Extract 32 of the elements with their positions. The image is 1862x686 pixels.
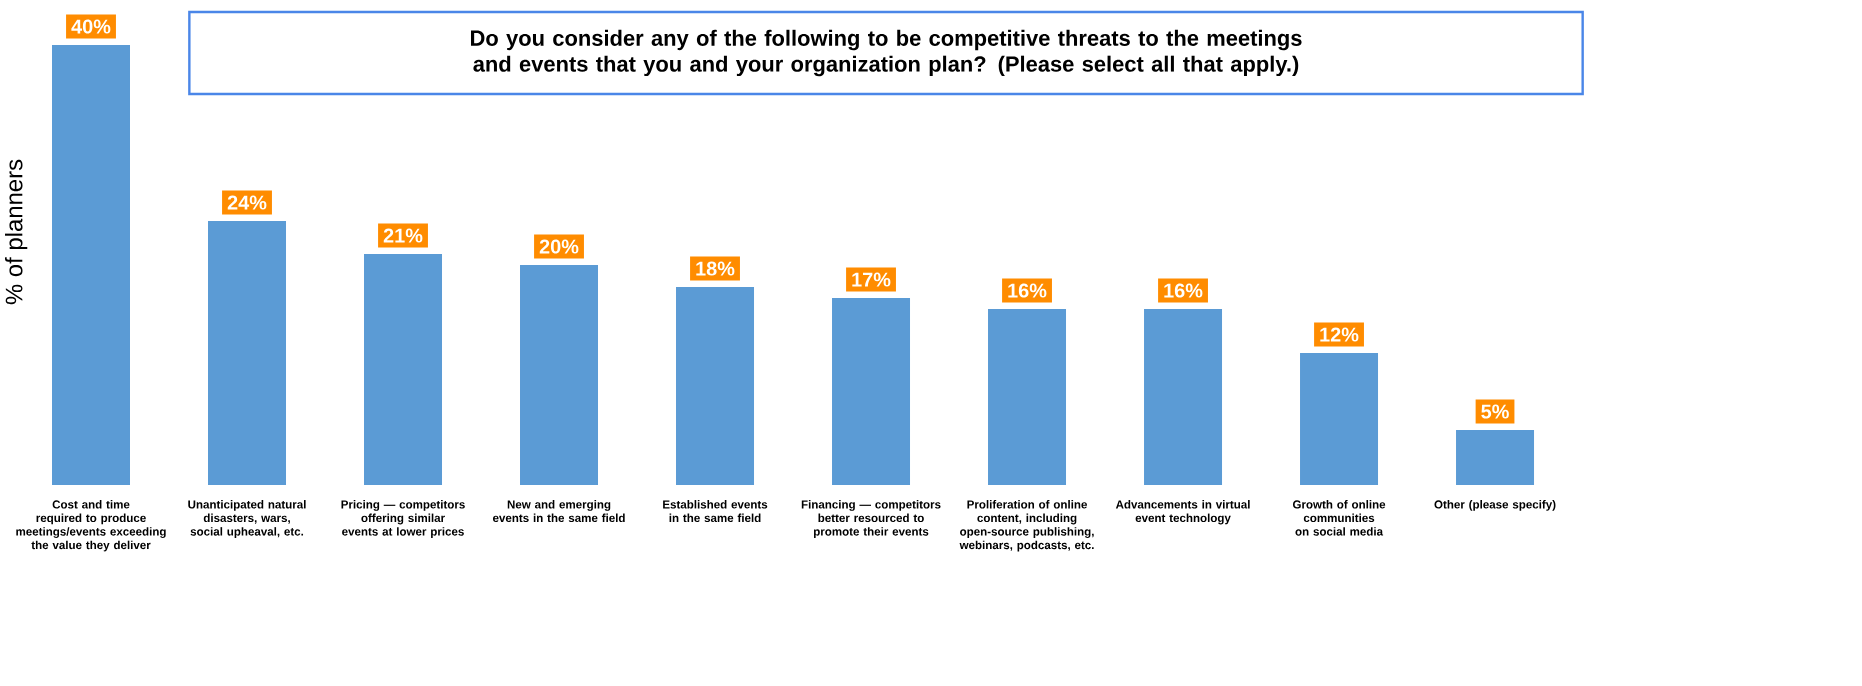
- bar: [1456, 430, 1535, 485]
- data-label: 5%: [1481, 404, 1509, 419]
- bar: [1144, 309, 1223, 485]
- data-label: 16%: [1164, 283, 1203, 298]
- bar: [364, 254, 443, 485]
- x-tick-label: Established events in the same field: [663, 500, 768, 523]
- bar: [52, 45, 130, 485]
- x-tick-label: Growth of online communities on social media: [1292, 500, 1386, 536]
- bar: [208, 221, 287, 485]
- data-label: 16%: [1008, 283, 1047, 298]
- data-label: 12%: [1320, 327, 1359, 342]
- x-tick-label: Unanticipated natural disasters, wars, social upheaval, etc.: [188, 500, 306, 538]
- x-tick-label: Financing — competitors better resourced to promote their events: [801, 500, 941, 538]
- data-label: 17%: [852, 272, 891, 287]
- y-axis-title: % of planners: [4, 159, 28, 305]
- data-label: 20%: [539, 239, 579, 254]
- x-tick-label: Cost and time required to produce meetings/events exceeding the value they deliver: [16, 500, 166, 552]
- data-label: 18%: [696, 261, 735, 276]
- bar: [988, 309, 1067, 485]
- x-tick-label: Other (please specify): [1434, 500, 1556, 511]
- x-tick-label: Advancements in virtual event technology: [1115, 500, 1250, 525]
- bar: [1300, 353, 1379, 485]
- data-label: 24%: [227, 195, 267, 210]
- bar: [832, 298, 911, 485]
- x-tick-label: Proliferation of online content, including open-source publishing, webinars, podcasts, etc.: [959, 500, 1094, 552]
- x-tick-label: New and emerging events in the same field: [492, 500, 625, 523]
- bar: [676, 287, 755, 485]
- bar: [520, 265, 599, 485]
- data-label: 21%: [383, 228, 423, 243]
- data-label: 40%: [71, 19, 111, 34]
- chart-title: Do you consider any of the following to be competitive threats to the meetings and events that you and your organization plan? (Please select all that apply.): [471, 29, 1302, 77]
- x-tick-label: Pricing — competitors offering similar events at lower prices: [341, 500, 465, 538]
